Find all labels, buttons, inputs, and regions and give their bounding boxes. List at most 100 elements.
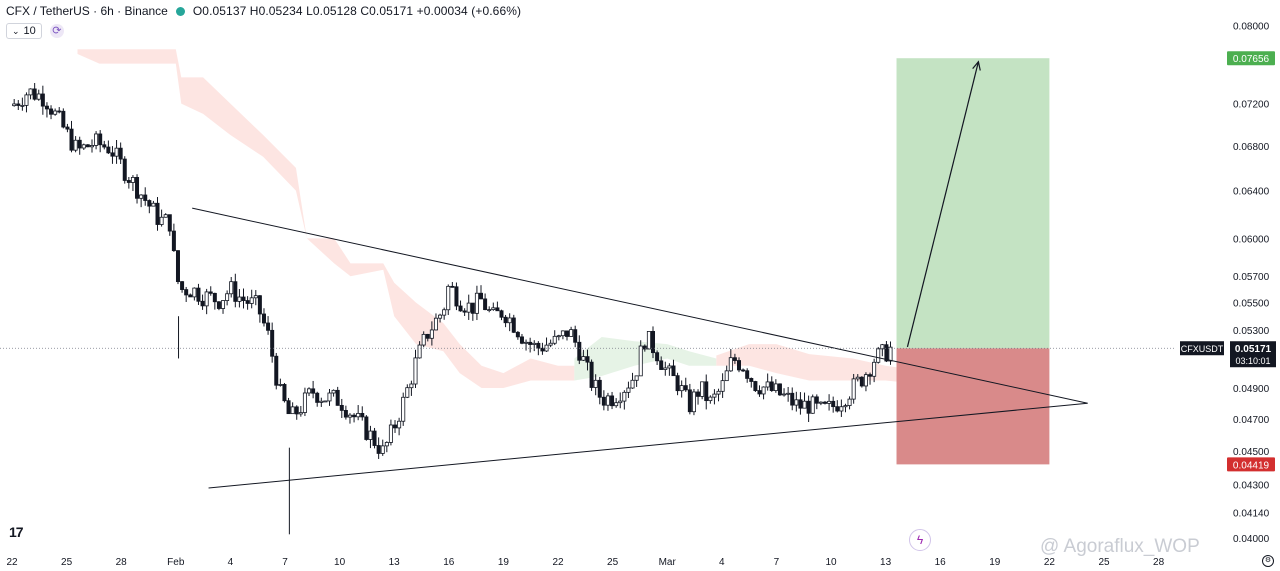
candle bbox=[663, 367, 668, 370]
candle bbox=[519, 336, 524, 344]
candle bbox=[745, 370, 750, 379]
candle bbox=[257, 295, 262, 315]
candle bbox=[470, 302, 475, 314]
gear-icon[interactable]: ⚙ bbox=[1262, 555, 1274, 567]
y-tick-label: 0.05700 bbox=[1233, 272, 1270, 283]
x-tick-label: 7 bbox=[282, 557, 288, 568]
current-price-tag: 0.05171 bbox=[1235, 344, 1272, 355]
projection-arrow[interactable] bbox=[906, 61, 980, 348]
stop-zone[interactable] bbox=[896, 348, 1050, 465]
triangle-upper-line[interactable] bbox=[192, 207, 1088, 404]
candle bbox=[163, 214, 168, 218]
candle bbox=[65, 126, 70, 130]
candle bbox=[548, 342, 553, 346]
x-tick-label: 7 bbox=[774, 557, 780, 568]
candle bbox=[28, 88, 33, 96]
candle bbox=[794, 399, 799, 406]
y-tick-label: 0.06400 bbox=[1233, 187, 1270, 198]
candle bbox=[827, 400, 832, 404]
x-tick-label: 28 bbox=[116, 557, 128, 568]
candle bbox=[175, 250, 180, 283]
candle bbox=[384, 442, 389, 447]
candle bbox=[601, 396, 606, 406]
candle bbox=[810, 396, 815, 414]
candle bbox=[769, 381, 774, 391]
candle bbox=[868, 374, 873, 377]
candle bbox=[44, 105, 49, 110]
candle bbox=[356, 412, 361, 418]
candle bbox=[94, 133, 99, 146]
candle bbox=[634, 375, 639, 381]
target-zone[interactable] bbox=[896, 58, 1050, 349]
candle bbox=[245, 300, 250, 304]
candle bbox=[409, 383, 414, 389]
candle bbox=[184, 289, 189, 296]
candle bbox=[376, 445, 381, 454]
candle bbox=[687, 389, 692, 413]
candle bbox=[503, 316, 508, 324]
candle bbox=[536, 342, 541, 349]
candle bbox=[552, 335, 557, 344]
candle bbox=[765, 381, 770, 388]
arrow-head bbox=[972, 60, 981, 71]
sync-icon[interactable]: ⟳ bbox=[49, 24, 64, 38]
x-tick-label: 22 bbox=[552, 557, 564, 568]
candle bbox=[343, 410, 348, 418]
ichimoku-cloud-bearish bbox=[77, 49, 575, 389]
candle bbox=[380, 445, 385, 454]
candle bbox=[626, 387, 631, 393]
candle bbox=[102, 144, 107, 148]
candle bbox=[225, 293, 230, 301]
x-tick-label: 16 bbox=[443, 557, 455, 568]
candle bbox=[831, 400, 836, 408]
symbol-tag-bg bbox=[1180, 341, 1224, 356]
candle bbox=[200, 300, 205, 307]
symbol-title[interactable]: CFX / TetherUS · 6h · Binance bbox=[6, 4, 168, 18]
candle bbox=[511, 317, 516, 333]
ohlc-readout: O0.05137 H0.05234 L0.05128 C0.05171 +0.0… bbox=[192, 4, 522, 18]
candle bbox=[77, 139, 82, 149]
candle bbox=[237, 296, 242, 302]
candle bbox=[335, 389, 340, 406]
x-tick-label: 25 bbox=[1098, 557, 1110, 568]
candle bbox=[270, 329, 275, 357]
candle bbox=[736, 360, 741, 371]
candle bbox=[876, 348, 881, 363]
candle bbox=[786, 392, 791, 395]
candle bbox=[360, 412, 365, 418]
candle bbox=[323, 400, 328, 403]
candle bbox=[81, 144, 86, 149]
x-tick-label: Feb bbox=[167, 557, 185, 568]
candle bbox=[16, 103, 21, 106]
candle bbox=[98, 133, 103, 146]
x-tick-label: 16 bbox=[935, 557, 947, 568]
y-tick-label: 0.06800 bbox=[1233, 142, 1270, 153]
candle bbox=[782, 393, 787, 396]
tradingview-logo[interactable]: 17 bbox=[9, 524, 24, 540]
candle bbox=[777, 383, 782, 396]
candle bbox=[192, 287, 197, 298]
x-tick-label: 13 bbox=[880, 557, 892, 568]
candle bbox=[790, 392, 795, 406]
candle bbox=[130, 177, 135, 183]
candle bbox=[728, 357, 733, 372]
candle bbox=[253, 295, 258, 299]
triangle-lower-line[interactable] bbox=[208, 402, 1088, 489]
candle bbox=[872, 361, 877, 377]
candle bbox=[241, 296, 246, 301]
y-tick-label: 0.04300 bbox=[1233, 481, 1270, 492]
lightning-icon[interactable]: ϟ bbox=[909, 529, 931, 551]
candle bbox=[315, 392, 320, 403]
indicator-toggle[interactable]: ⌄ 10 bbox=[6, 23, 42, 39]
candle bbox=[110, 152, 115, 157]
candle bbox=[450, 285, 455, 288]
candle bbox=[233, 281, 238, 302]
candle bbox=[597, 379, 602, 398]
x-tick-label: Mar bbox=[659, 557, 677, 568]
chart-header: CFX / TetherUS · 6h · Binance O0.05137 H… bbox=[6, 3, 521, 19]
candle bbox=[282, 384, 287, 402]
x-tick-label: 10 bbox=[825, 557, 837, 568]
candle bbox=[630, 379, 635, 389]
market-open-icon bbox=[175, 6, 185, 16]
